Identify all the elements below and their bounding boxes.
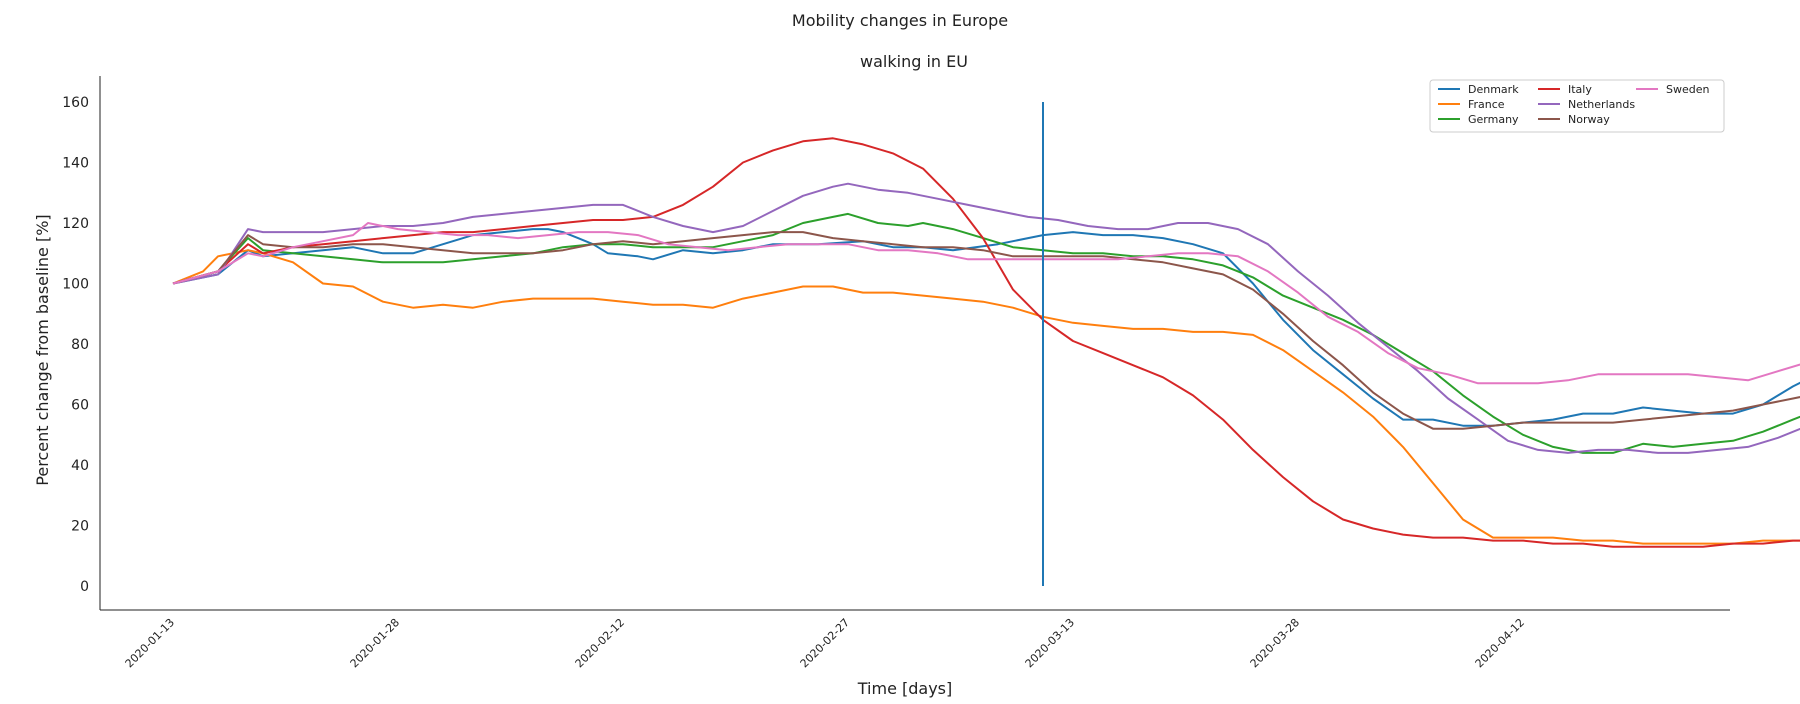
y-tick-labels: 0 20 40 60 80 100 120 140 160 — [62, 95, 89, 595]
y-tick-label: 40 — [71, 458, 89, 474]
chart-suptitle: Mobility changes in Europe — [792, 11, 1008, 30]
series-line-denmark — [172, 228, 1800, 427]
axes — [99, 76, 1730, 611]
series-line-sweden — [172, 222, 1800, 385]
legend-label-sweden: Sweden — [1666, 83, 1709, 96]
legend-label-netherlands: Netherlands — [1568, 98, 1635, 111]
x-tick-label: 2020-01-13 — [123, 616, 177, 670]
legend-box — [1429, 79, 1725, 133]
y-tick-label: 160 — [62, 95, 89, 111]
x-tick-label: 2020-03-28 — [1248, 616, 1302, 670]
legend: Denmark France Germany Italy Netherlands Norw… — [1429, 79, 1725, 133]
legend-label-denmark: Denmark — [1468, 83, 1519, 96]
y-tick-label: 60 — [71, 398, 89, 414]
legend-label-italy: Italy — [1568, 83, 1592, 96]
y-tick-label: 0 — [80, 579, 89, 595]
y-axis-label: Percent change from baseline [%] — [33, 214, 52, 485]
y-tick-label: 20 — [71, 519, 89, 535]
x-tick-label: 2020-04-12 — [1473, 616, 1527, 670]
series-line-france — [172, 249, 1800, 545]
x-tick-label: 2020-02-12 — [573, 616, 627, 670]
x-tick-label: 2020-03-13 — [1023, 616, 1077, 670]
x-tick-label: 2020-01-28 — [348, 616, 402, 670]
x-tick-labels: 2020-01-13 2020-01-28 2020-02-12 2020-02-27… — [123, 616, 1527, 670]
chart-title: walking in EU — [860, 52, 968, 71]
y-tick-label: 120 — [62, 216, 89, 232]
series-line-netherlands — [172, 182, 1800, 454]
legend-label-france: France — [1468, 98, 1505, 111]
series-line-italy — [172, 137, 1800, 548]
plot-area — [172, 102, 1800, 586]
x-axis-label: Time [days] — [857, 679, 953, 698]
y-tick-label: 100 — [62, 277, 89, 293]
series-line-norway — [172, 231, 1800, 430]
legend-label-germany: Germany — [1468, 113, 1519, 126]
series-line-germany — [172, 212, 1800, 454]
x-tick-label: 2020-02-27 — [798, 616, 852, 670]
y-tick-label: 140 — [62, 156, 89, 172]
legend-label-norway: Norway — [1568, 113, 1610, 126]
y-tick-label: 80 — [71, 337, 89, 353]
